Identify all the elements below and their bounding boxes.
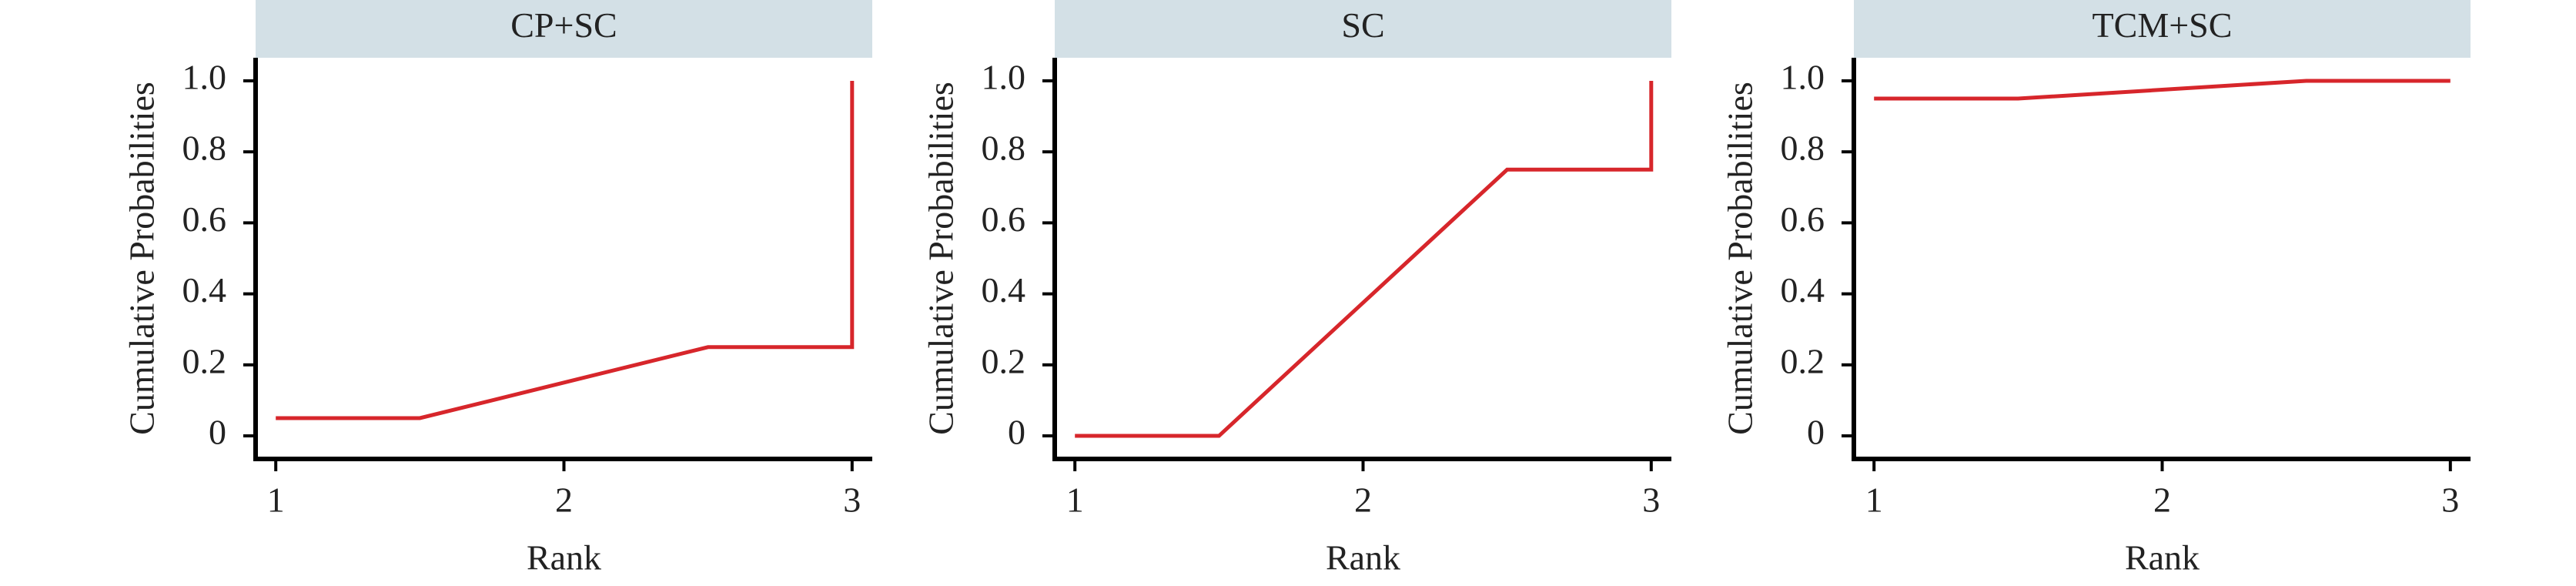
x-tick-label: 1 xyxy=(1865,481,1883,520)
strip xyxy=(1854,0,2471,58)
line xyxy=(276,80,855,420)
y-tick-label: 0.8 xyxy=(982,129,1026,168)
x-tick-label: 2 xyxy=(555,481,573,520)
x-tick-label: 3 xyxy=(1642,481,1660,520)
line xyxy=(1075,80,1654,438)
y-axis-label: Cumulative Probabilities xyxy=(922,82,961,435)
x-tick-label: 1 xyxy=(1066,481,1084,520)
y-tick-label: 0.8 xyxy=(1781,129,1825,168)
y-tick-label: 1.0 xyxy=(1781,58,1825,97)
y-tick-label: 1.0 xyxy=(182,58,227,97)
y-axis-label: Cumulative Probabilities xyxy=(1721,82,1760,435)
x-tick-label: 2 xyxy=(1354,481,1372,520)
strip xyxy=(1055,0,1671,58)
y-axis-label: Cumulative Probabilities xyxy=(122,82,162,435)
y-tick-label: 0.4 xyxy=(182,270,227,310)
y-tick-label: 0.2 xyxy=(1781,341,1825,380)
y-tick-label: 0.6 xyxy=(1781,199,1825,239)
y-tick-label: 0 xyxy=(1807,413,1825,452)
panel-title: SC xyxy=(1341,5,1384,45)
line xyxy=(1874,79,2451,101)
x-tick-label: 1 xyxy=(267,481,285,520)
y-tick-label: 0.6 xyxy=(182,199,227,239)
y-tick-label: 0.4 xyxy=(1781,270,1825,310)
panel: TCM+SC 0 0.2 0.4 0.6 0.8 1.0 1 2 3 Rank Cumulative … xyxy=(1721,0,2471,578)
panel: CP+SC 0 0.2 0.4 0.6 0.8 1.0 1 2 3 Rank Cumulative P… xyxy=(122,0,872,578)
x-tick-label: 3 xyxy=(843,481,861,520)
strip xyxy=(256,0,872,58)
y-tick-label: 0 xyxy=(209,413,226,452)
y-tick-label: 0.4 xyxy=(982,270,1026,310)
y-tick-label: 0.2 xyxy=(982,341,1026,380)
x-axis-label: Rank xyxy=(2125,538,2200,578)
x-tick-label: 3 xyxy=(2441,481,2459,520)
panel-title: CP+SC xyxy=(510,5,617,45)
panel: SC 0 0.2 0.4 0.6 0.8 1.0 1 2 3 Rank Cumulative Prob… xyxy=(922,0,1671,578)
x-axis-label: Rank xyxy=(527,538,601,578)
x-tick-label: 2 xyxy=(2153,481,2171,520)
y-tick-label: 0.8 xyxy=(182,129,227,168)
panel-title: TCM+SC xyxy=(2093,5,2233,45)
y-tick-label: 1.0 xyxy=(982,58,1026,97)
y-tick-label: 0.2 xyxy=(182,341,227,380)
y-tick-label: 0.6 xyxy=(982,199,1026,239)
x-axis-label: Rank xyxy=(1326,538,1400,578)
y-tick-label: 0 xyxy=(1008,413,1025,452)
